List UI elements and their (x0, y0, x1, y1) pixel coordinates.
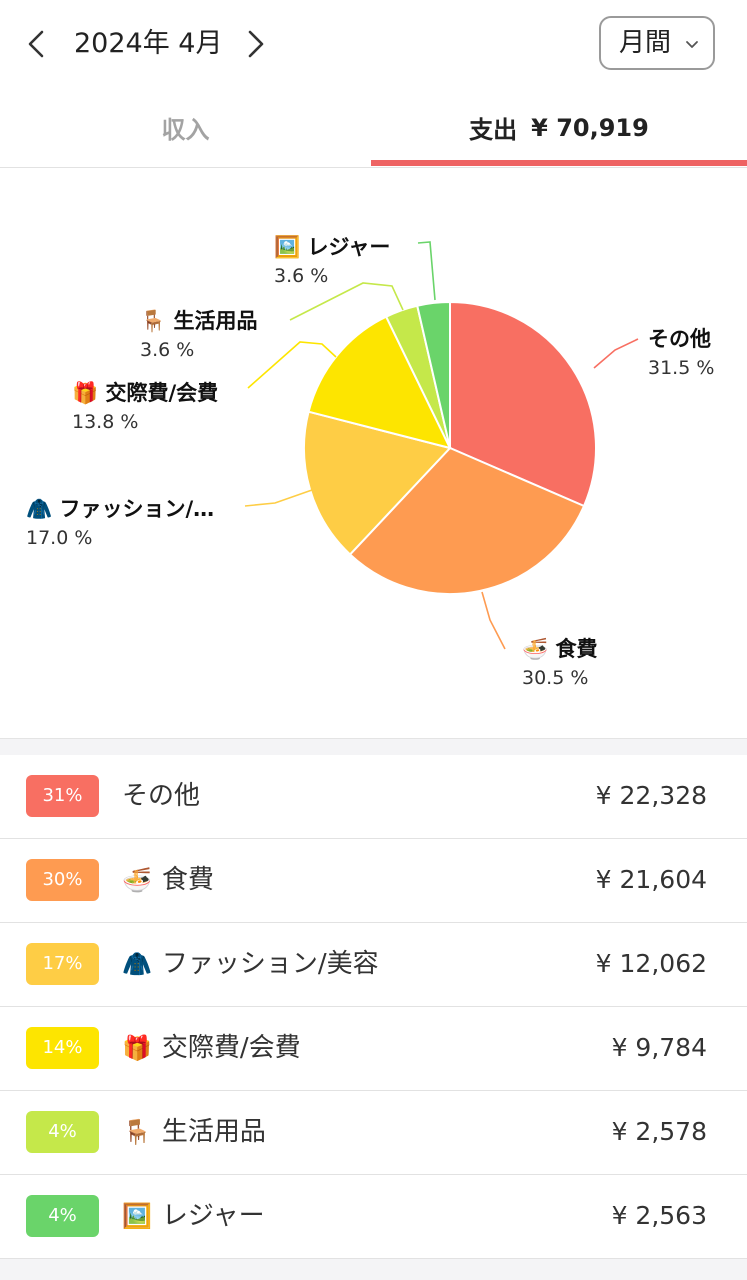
pie-label-value: 31.5 % (648, 357, 714, 379)
category-label: 🧥 ファッション/美容 (122, 943, 379, 985)
pie-slice (348, 446, 586, 595)
percent-badge: 31% (26, 775, 99, 817)
next-month-button[interactable] (238, 22, 274, 66)
tab-expense[interactable]: 支出 ¥ 70,919 (371, 88, 747, 167)
category-row[interactable]: 14% 🎁 交際費/会費 ¥ 9,784 (0, 1007, 747, 1091)
category-name: ファッション/美容 (161, 949, 379, 979)
category-row[interactable]: 30% 🍜 食費 ¥ 21,604 (0, 839, 747, 923)
category-list: 31% その他 ¥ 22,328 30% 🍜 食費 ¥ 21,604 17% 🧥 ファッション/美… (0, 755, 747, 1259)
period-select-label: 月間 (619, 28, 672, 58)
tab-expense-total: ¥ 70,919 (531, 113, 649, 142)
category-row[interactable]: 31% その他 ¥ 22,328 (0, 755, 747, 839)
category-name: 食費 (161, 865, 214, 895)
category-amount: ¥ 22,328 (595, 781, 707, 810)
percent-badge: 14% (26, 1027, 99, 1069)
pie-label-name: 🍜 食費 (522, 637, 597, 661)
category-amount: ¥ 12,062 (595, 949, 707, 978)
pie-slice (303, 410, 452, 556)
percent-badge: 4% (26, 1195, 99, 1237)
pie-leader-line (481, 591, 506, 650)
category-label: 🪑 生活用品 (122, 1111, 266, 1153)
chevron-right-icon (248, 30, 264, 58)
percent-badge: 30% (26, 859, 99, 901)
pie-leader-line (244, 489, 313, 507)
pie-label-value: 13.8 % (72, 411, 138, 433)
category-row[interactable]: 17% 🧥 ファッション/美容 ¥ 12,062 (0, 923, 747, 1007)
category-amount: ¥ 21,604 (595, 865, 707, 894)
category-name: 交際費/会費 (161, 1033, 301, 1063)
pie-label-name: 🖼️ レジャー (274, 234, 390, 259)
pie-leader-line (593, 338, 639, 369)
prev-month-button[interactable] (18, 22, 54, 66)
category-amount: ¥ 9,784 (611, 1033, 707, 1062)
chart-panel: その他 31.5 % 🍜 食費 30.5 % 🧥 ファッション/… 17.0 % 🎁 交際費… (0, 168, 747, 739)
pie-label-value: 17.0 % (26, 527, 92, 549)
pie-leader-line (417, 241, 436, 301)
percent-badge: 4% (26, 1111, 99, 1153)
tab-expense-label: 支出 (469, 116, 518, 144)
category-icon: 🪑 (122, 1118, 152, 1146)
chevron-left-icon (28, 30, 44, 58)
category-amount: ¥ 2,578 (611, 1117, 707, 1146)
pie-slice (416, 300, 451, 449)
category-icon: 🎁 (122, 1034, 152, 1062)
tab-income[interactable]: 収入 (0, 88, 371, 167)
pie-label-value: 3.6 % (274, 265, 328, 287)
category-name: 生活用品 (161, 1117, 266, 1147)
chevron-down-icon (686, 41, 698, 48)
category-icon: 🧥 (122, 950, 152, 978)
category-icon: 🖼️ (122, 1202, 152, 1230)
active-tab-indicator (371, 160, 747, 166)
category-name: その他 (122, 781, 201, 811)
pie-label-name: 🪑 生活用品 (140, 308, 257, 333)
percent-badge: 17% (26, 943, 99, 985)
header-bar: 2024年 4月 月間 (0, 0, 747, 88)
category-icon: 🍜 (122, 866, 152, 894)
tab-income-label: 収入 (161, 116, 210, 144)
month-label: 2024年 4月 (74, 28, 223, 59)
pie-label-name: その他 (648, 327, 711, 351)
category-name: レジャー (161, 1201, 265, 1231)
pie-slice (307, 315, 452, 450)
pie-label-name: 🧥 ファッション/… (26, 497, 214, 521)
category-label: 🖼️ レジャー (122, 1195, 265, 1237)
pie-label-value: 30.5 % (522, 667, 588, 689)
category-row[interactable]: 4% 🪑 生活用品 ¥ 2,578 (0, 1091, 747, 1175)
category-label: その他 (122, 775, 200, 817)
tab-bar: 収入 支出 ¥ 70,919 (0, 88, 747, 168)
pie-leader-line (289, 282, 404, 321)
category-amount: ¥ 2,563 (611, 1201, 707, 1230)
category-label: 🍜 食費 (122, 859, 214, 901)
category-label: 🎁 交際費/会費 (122, 1027, 301, 1069)
pie-label-value: 3.6 % (140, 339, 194, 361)
pie-leader-line (247, 341, 337, 389)
pie-slice (449, 300, 597, 508)
pie-label-name: 🎁 交際費/会費 (72, 380, 218, 405)
period-select[interactable]: 月間 (599, 16, 715, 70)
pie-chart: その他 31.5 % 🍜 食費 30.5 % 🧥 ファッション/… 17.0 % 🎁 交際費… (26, 234, 714, 689)
category-row[interactable]: 4% 🖼️ レジャー ¥ 2,563 (0, 1175, 747, 1259)
